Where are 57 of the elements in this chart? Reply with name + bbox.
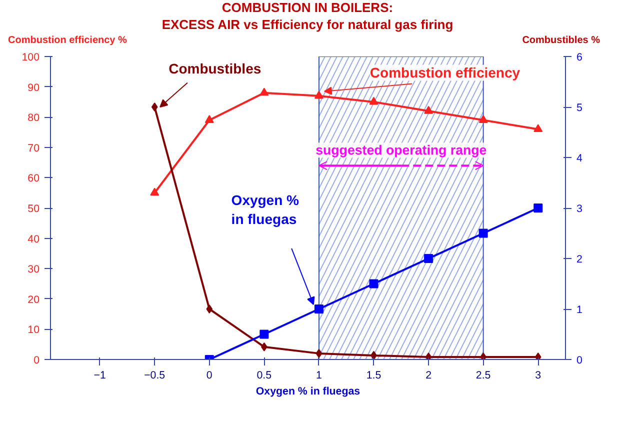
point — [370, 351, 377, 360]
point — [204, 115, 214, 124]
x-tick-label: 2.5 — [476, 370, 491, 382]
x-tick-label: 0.5 — [256, 370, 272, 382]
point — [480, 352, 486, 360]
point — [206, 304, 213, 314]
y2-tick-label: 6 — [576, 52, 582, 64]
point — [314, 304, 324, 314]
point — [151, 102, 158, 112]
point — [369, 97, 378, 106]
x-tick-label: 2 — [426, 370, 432, 382]
text: Oxygen % in fluegas — [231, 192, 300, 228]
point — [534, 204, 543, 213]
y2-axis-title: Combustibles % — [522, 34, 600, 48]
x-tick-label: 0 — [206, 370, 212, 382]
y-tick-label: 100 — [22, 52, 40, 64]
series-label: Combustion efficiency — [370, 65, 520, 82]
band-label: suggested operating range — [316, 142, 487, 158]
point — [478, 115, 488, 124]
x-tick-label: 1.5 — [366, 370, 382, 382]
point — [534, 124, 543, 132]
x-tick-label: −0.5 — [144, 370, 166, 382]
x-tick-label: 3 — [535, 370, 542, 382]
y-tick-label: 50 — [28, 203, 40, 216]
y-tick-label: 10 — [28, 324, 40, 336]
chart-subtitle: EXCESS AIR vs Efficiency for natural gas firing — [162, 17, 454, 32]
point — [314, 91, 324, 99]
y-tick-label: 30 — [28, 264, 40, 276]
y-tick-label: 90 — [28, 82, 40, 94]
chart-title: COMBUSTION IN BOILERS: — [222, 0, 394, 15]
x-axis-title: Oxygen % in fluegas — [256, 386, 360, 398]
point — [425, 352, 432, 360]
y-tick-label: 0 — [34, 354, 40, 367]
y2-tick-label: 3 — [576, 203, 582, 216]
y-axis-title: Combustion efficiency % — [8, 34, 127, 48]
point — [424, 106, 434, 114]
point — [534, 352, 542, 360]
text: Combustibles — [168, 60, 262, 77]
y2-tick-label: 0 — [576, 354, 582, 367]
y-tick-label: 70 — [28, 142, 40, 155]
point — [369, 280, 378, 289]
x-tick-label: −1 — [94, 370, 106, 382]
y2-tick-label: 4 — [576, 152, 582, 165]
point — [260, 88, 269, 96]
y-tick-label: 60 — [28, 172, 40, 185]
y2-tick-label: 5 — [576, 102, 582, 114]
y-tick-label: 20 — [28, 294, 40, 306]
point — [316, 349, 322, 358]
y-tick-label: 80 — [28, 112, 40, 124]
y2-tick-label: 2 — [576, 254, 582, 266]
x-tick-label: 1 — [316, 370, 322, 382]
point — [260, 330, 269, 340]
point — [478, 229, 488, 238]
point — [424, 254, 434, 264]
point — [150, 188, 160, 196]
y2-tick-label: 1 — [576, 304, 582, 316]
y-tick-label: 40 — [28, 234, 40, 246]
